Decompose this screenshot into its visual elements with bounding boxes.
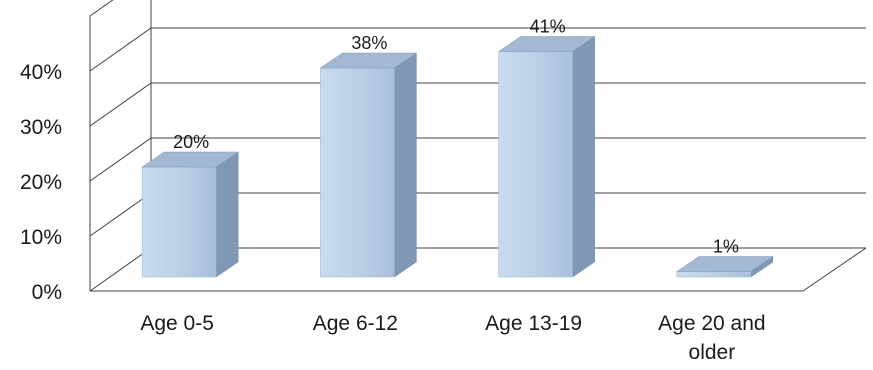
bar xyxy=(497,36,596,278)
data-label: 38% xyxy=(351,33,387,53)
y-tick-labels: 0% 10% 20% 30% 40% xyxy=(20,61,62,304)
y-tick-label: 10% xyxy=(20,226,62,249)
x-tick-label: Age 0-5 xyxy=(140,312,214,335)
bar xyxy=(676,256,774,278)
x-tick-label: Age 20 and xyxy=(658,312,765,335)
bars: 20% Age 0-5 38% Age 6-12 41% Age 13-19 1% Age 2… xyxy=(140,17,774,364)
data-label: 20% xyxy=(173,132,209,152)
grid-diagonal xyxy=(89,82,152,127)
y-tick-label: 20% xyxy=(20,171,62,194)
y-tick-label: 40% xyxy=(20,61,62,84)
y-tick-label: 0% xyxy=(32,281,62,304)
x-tick-label: Age 13-19 xyxy=(485,312,582,335)
grid-diagonal xyxy=(89,247,152,292)
grid-diagonal xyxy=(89,192,152,237)
grid-diagonal xyxy=(89,0,114,17)
x-tick-label: Age 6-12 xyxy=(313,312,398,335)
data-label: 1% xyxy=(713,237,739,257)
x-tick-label: older xyxy=(689,341,736,364)
y-tick-label: 30% xyxy=(20,116,62,139)
bar xyxy=(319,52,418,278)
bar xyxy=(141,151,239,278)
grid-diagonal xyxy=(89,27,152,72)
grid-diagonal xyxy=(89,137,152,182)
data-label: 41% xyxy=(530,17,566,37)
